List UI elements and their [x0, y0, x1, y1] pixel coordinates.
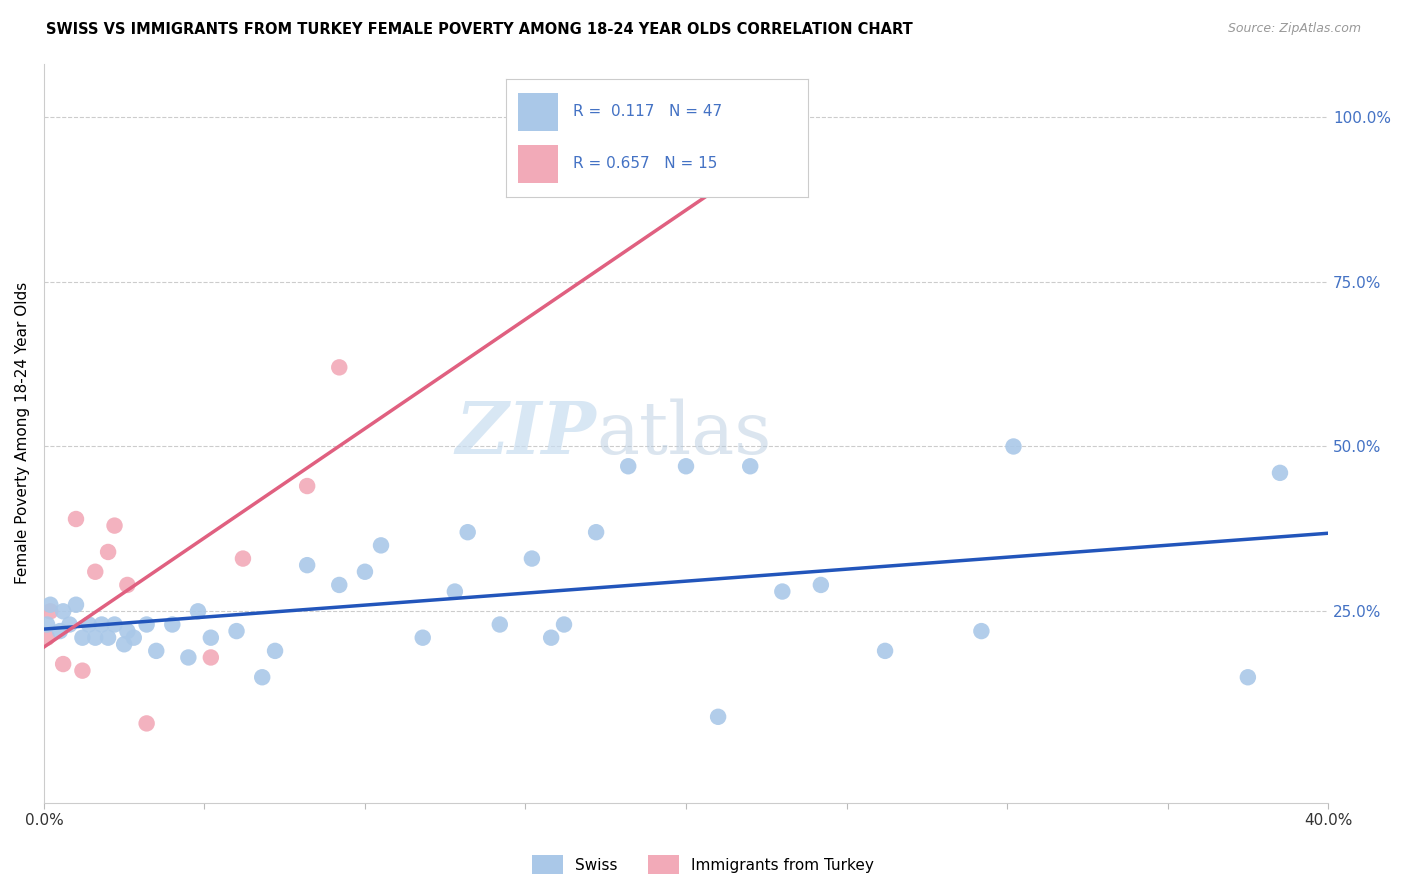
Text: Source: ZipAtlas.com: Source: ZipAtlas.com: [1227, 22, 1361, 36]
Point: [970, 624, 993, 639]
Point: [72, 631, 94, 645]
Point: [457, 525, 479, 540]
Point: [540, 631, 562, 645]
Text: ZIP: ZIP: [456, 398, 596, 469]
Point: [873, 644, 896, 658]
Point: [295, 479, 318, 493]
Point: [412, 631, 434, 645]
Point: [97, 545, 120, 559]
Point: [740, 459, 762, 474]
Point: [117, 578, 139, 592]
Point: [264, 644, 287, 658]
Point: [354, 565, 377, 579]
Point: [117, 624, 139, 639]
Point: [72, 664, 94, 678]
Point: [770, 584, 793, 599]
Text: atlas: atlas: [596, 398, 772, 468]
Point: [553, 617, 575, 632]
Point: [488, 617, 510, 632]
Point: [145, 644, 167, 658]
Point: [187, 604, 209, 618]
Point: [617, 459, 640, 474]
Point: [135, 617, 157, 632]
Point: [39, 598, 62, 612]
Point: [103, 518, 125, 533]
Point: [177, 650, 200, 665]
Text: SWISS VS IMMIGRANTS FROM TURKEY FEMALE POVERTY AMONG 18-24 YEAR OLDS CORRELATION: SWISS VS IMMIGRANTS FROM TURKEY FEMALE P…: [46, 22, 912, 37]
Point: [52, 657, 75, 671]
Point: [810, 578, 832, 592]
Point: [122, 631, 145, 645]
Point: [707, 710, 730, 724]
Point: [444, 584, 467, 599]
Point: [65, 598, 87, 612]
Point: [1268, 466, 1291, 480]
Point: [585, 525, 607, 540]
Point: [97, 631, 120, 645]
Point: [723, 149, 745, 163]
Point: [520, 551, 543, 566]
Point: [200, 650, 222, 665]
Point: [370, 538, 392, 552]
Point: [39, 604, 62, 618]
Point: [49, 624, 72, 639]
Point: [112, 637, 135, 651]
Point: [1237, 670, 1260, 684]
Point: [295, 558, 318, 573]
Point: [200, 631, 222, 645]
Legend: Swiss, Immigrants from Turkey: Swiss, Immigrants from Turkey: [526, 849, 880, 880]
Point: [35, 617, 58, 632]
Point: [77, 617, 100, 632]
Point: [35, 631, 58, 645]
Point: [84, 565, 107, 579]
Point: [90, 617, 112, 632]
Point: [58, 617, 80, 632]
Point: [84, 631, 107, 645]
Point: [1002, 440, 1025, 454]
Point: [328, 578, 350, 592]
Point: [52, 604, 75, 618]
Point: [250, 670, 273, 684]
Point: [162, 617, 184, 632]
Point: [675, 459, 697, 474]
Point: [232, 551, 254, 566]
Point: [103, 617, 125, 632]
Point: [135, 716, 157, 731]
Point: [225, 624, 247, 639]
Point: [328, 360, 350, 375]
Point: [65, 512, 87, 526]
Y-axis label: Female Poverty Among 18-24 Year Olds: Female Poverty Among 18-24 Year Olds: [15, 282, 30, 584]
